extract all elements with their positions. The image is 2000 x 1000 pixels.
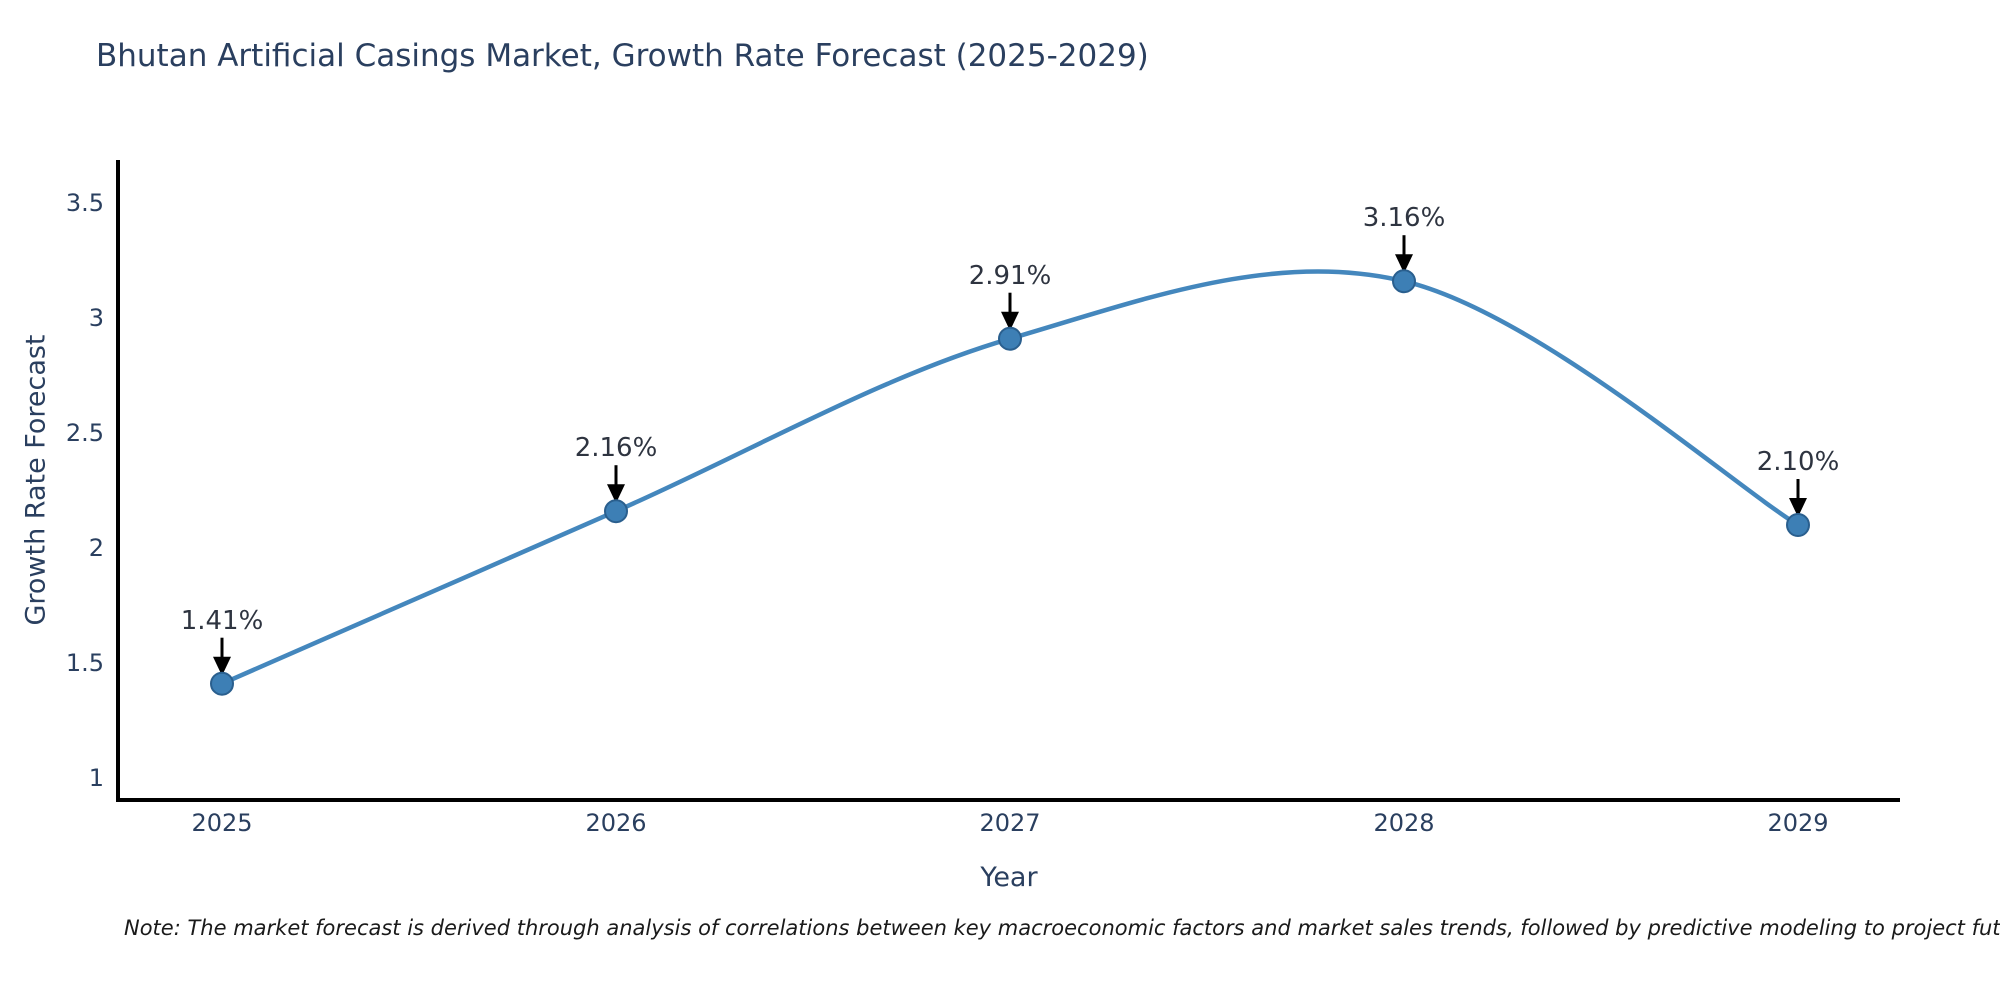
data-point-marker[interactable] <box>1786 513 1810 537</box>
point-value-label: 3.16% <box>1362 203 1446 234</box>
y-tick-label: 3.5 <box>65 189 104 217</box>
annotation-arrow-head <box>1789 498 1807 517</box>
x-tick-label: 2025 <box>191 809 253 837</box>
x-tick-label: 2029 <box>1767 809 1829 837</box>
x-tick-label: 2026 <box>585 809 647 837</box>
y-tick-label: 2.5 <box>65 419 104 447</box>
annotation-arrow-head <box>213 656 231 676</box>
data-point-marker[interactable] <box>210 671 234 696</box>
point-value-label: 2.16% <box>574 433 658 464</box>
y-tick-label: 1.5 <box>65 649 104 677</box>
chart-title: Bhutan Artificial Casings Market, Growth… <box>96 38 1149 74</box>
point-value-label: 2.10% <box>1756 447 1840 477</box>
annotation-arrow-head <box>1001 311 1019 331</box>
x-axis-title: Year <box>980 862 1038 893</box>
annotation-arrow-head <box>607 484 625 504</box>
y-axis-title: Growth Rate Forecast <box>20 334 52 626</box>
x-tick-label: 2027 <box>979 809 1041 837</box>
footnote: Note: The market forecast is derived thr… <box>124 916 2000 940</box>
point-value-label: 2.91% <box>968 260 1052 291</box>
annotation-arrow-head <box>1395 254 1413 274</box>
point-value-label: 1.41% <box>180 605 264 636</box>
y-tick-label: 1 <box>88 764 104 792</box>
data-point-marker[interactable] <box>604 499 628 524</box>
data-point-marker[interactable] <box>998 326 1022 351</box>
x-tick-label: 2028 <box>1373 809 1435 837</box>
data-point-marker[interactable] <box>1392 269 1416 294</box>
y-tick-label: 2 <box>88 534 104 562</box>
y-tick-label: 3 <box>88 304 104 332</box>
